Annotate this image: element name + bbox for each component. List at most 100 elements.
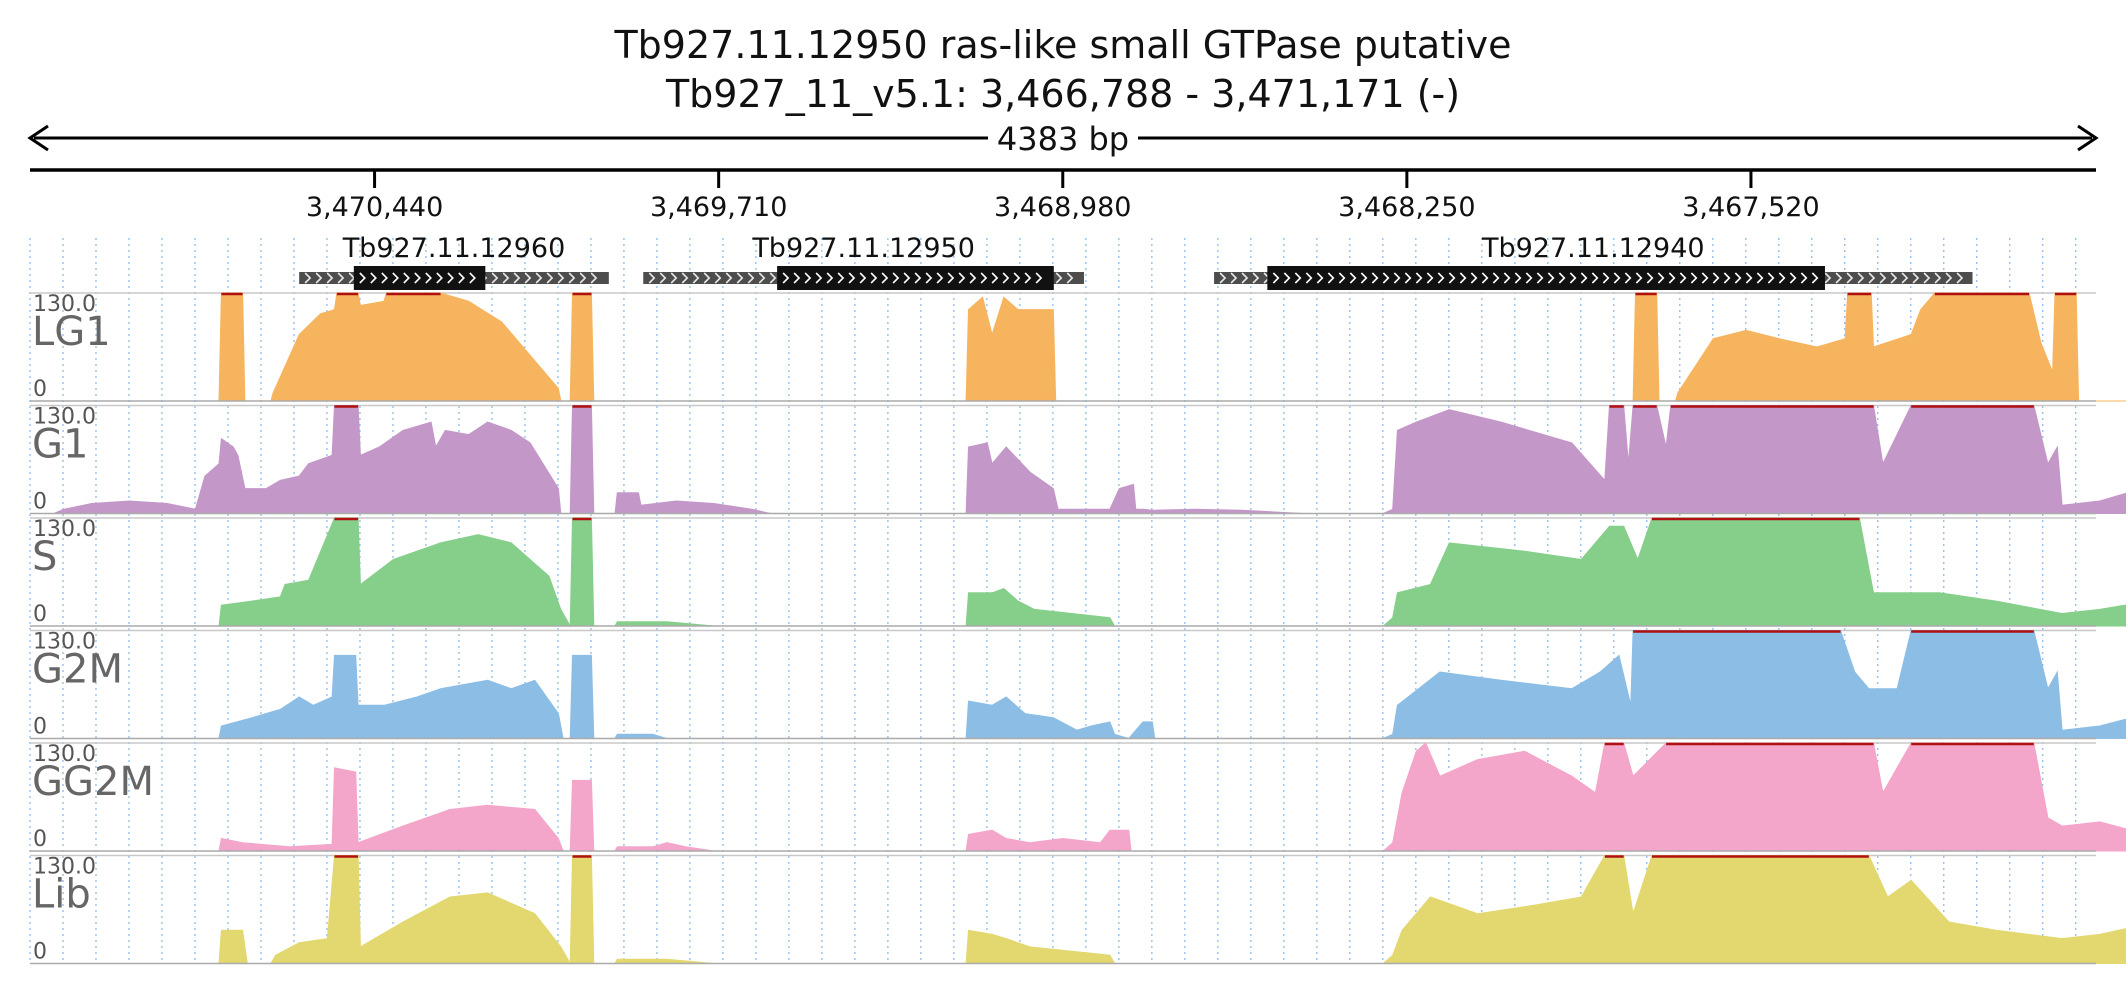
track-min-label: 0 [33, 827, 47, 852]
strand-chevron-icon [1712, 272, 1720, 284]
strand-chevron-icon [1294, 272, 1302, 284]
track-min-label: 0 [33, 377, 47, 402]
x-tick-label: 3,468,250 [1338, 192, 1475, 223]
track-max-label: 130.0 [33, 517, 96, 542]
strand-chevron-icon [1879, 272, 1887, 284]
strand-chevron-icon [1635, 272, 1643, 284]
coverage-area [218, 517, 2126, 628]
strand-chevron-icon [1024, 272, 1032, 284]
strand-chevron-icon [392, 272, 399, 284]
strand-chevron-icon [892, 272, 900, 284]
strand-chevron-icon [947, 272, 955, 284]
gene-name-label: Tb927.11.12960 [342, 233, 566, 264]
strand-chevron-icon [1613, 272, 1621, 284]
strand-chevron-icon [1525, 272, 1533, 284]
strand-chevron-icon [1745, 272, 1753, 284]
strand-chevron-icon [1901, 272, 1909, 284]
strand-chevron-icon [1219, 272, 1227, 284]
strand-chevron-icon [881, 272, 889, 284]
coverage-area [218, 855, 2126, 966]
strand-chevron-icon [758, 272, 766, 284]
coverage-area [218, 630, 2126, 740]
region-subtitle: Tb927_11_v5.1: 3,466,788 - 3,471,171 (-) [665, 72, 1460, 116]
gene-cds-block [777, 266, 1054, 290]
track-max-label: 130.0 [33, 292, 96, 317]
strand-chevron-icon [337, 272, 345, 284]
strand-chevron-icon [969, 272, 977, 284]
strand-chevron-icon [502, 272, 510, 284]
track-name-label: G2M [32, 647, 123, 693]
coverage-area [218, 292, 2126, 402]
strand-chevron-icon [736, 272, 744, 284]
strand-chevron-icon [1558, 272, 1566, 284]
strand-chevron-icon [326, 272, 334, 284]
gene-title: Tb927.11.12950 ras-like small GTPase put… [613, 23, 1511, 67]
strand-chevron-icon [1923, 272, 1931, 284]
strand-chevron-icon [1824, 272, 1832, 284]
strand-chevron-icon [304, 272, 312, 284]
strand-chevron-icon [513, 272, 521, 284]
track-max-label: 130.0 [33, 405, 96, 430]
strand-chevron-icon [458, 272, 465, 284]
track-min-label: 0 [33, 715, 47, 740]
strand-chevron-icon [714, 272, 722, 284]
strand-chevron-icon [546, 272, 554, 284]
strand-chevron-icon [870, 272, 878, 284]
strand-chevron-icon [1481, 272, 1489, 284]
x-axis-ticks: 3,470,440 3,469,710 3,468,980 3,468,250 3,46… [306, 170, 1820, 223]
strand-chevron-icon [469, 272, 476, 284]
strand-chevron-icon [1756, 272, 1764, 284]
strand-chevron-icon [1701, 272, 1709, 284]
gene-model[interactable]: Tb927.11.12940 [1214, 233, 1973, 290]
strand-chevron-icon [1591, 272, 1599, 284]
strand-chevron-icon [1066, 272, 1074, 284]
strand-chevron-icon [903, 272, 911, 284]
strand-chevron-icon [659, 272, 667, 284]
strand-chevron-icon [793, 272, 801, 284]
strand-chevron-icon [681, 272, 689, 284]
strand-chevron-icon [837, 272, 845, 284]
gene-model[interactable]: Tb927.11.12950 [643, 233, 1084, 290]
strand-chevron-icon [1426, 272, 1434, 284]
track-max-label: 130.0 [33, 742, 96, 767]
strand-chevron-icon [1657, 272, 1665, 284]
strand-chevron-icon [1316, 272, 1324, 284]
strand-chevron-icon [815, 272, 823, 284]
gene-model[interactable]: Tb927.11.12960 [299, 233, 609, 290]
strand-chevron-icon [579, 272, 587, 284]
track-max-label: 130.0 [33, 630, 96, 655]
strand-chevron-icon [403, 272, 410, 284]
strand-chevron-icon [1230, 272, 1238, 284]
strand-chevron-icon [1890, 272, 1898, 284]
strand-chevron-icon [1646, 272, 1654, 284]
strand-chevron-icon [436, 272, 443, 284]
strand-chevron-icon [1252, 272, 1260, 284]
right-arrow-icon [2077, 124, 2099, 152]
track-min-label: 0 [33, 490, 47, 515]
gene-cds-block [1267, 266, 1825, 290]
strand-chevron-icon [1569, 272, 1577, 284]
strand-chevron-icon [848, 272, 856, 284]
strand-chevron-icon [670, 272, 678, 284]
x-tick-label: 3,467,520 [1682, 192, 1819, 223]
strand-chevron-icon [1846, 272, 1854, 284]
strand-chevron-icon [524, 272, 532, 284]
strand-chevron-icon [1241, 272, 1249, 284]
track-name-label: GG2M [32, 759, 154, 805]
strand-chevron-icon [1778, 272, 1786, 284]
strand-chevron-icon [725, 272, 733, 284]
strand-chevron-icon [414, 272, 421, 284]
strand-chevron-icon [1360, 272, 1368, 284]
strand-chevron-icon [1349, 272, 1357, 284]
strand-chevron-icon [1668, 272, 1676, 284]
coverage-area [218, 742, 2126, 852]
x-tick-label: 3,469,710 [650, 192, 787, 223]
strand-chevron-icon [535, 272, 543, 284]
strand-chevron-icon [1415, 272, 1423, 284]
strand-chevron-icon [980, 272, 988, 284]
strand-chevron-icon [491, 272, 499, 284]
strand-chevron-icon [692, 272, 700, 284]
track-max-label: 130.0 [33, 855, 96, 880]
